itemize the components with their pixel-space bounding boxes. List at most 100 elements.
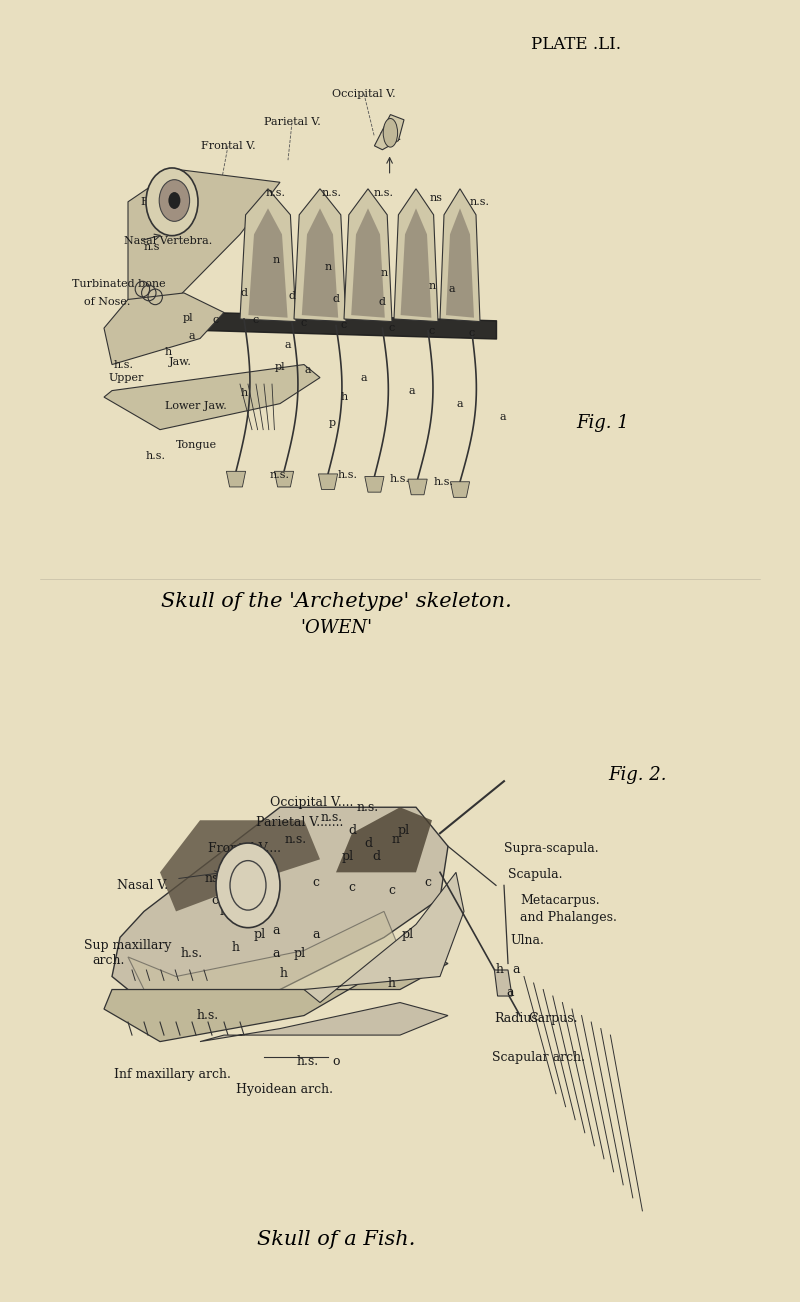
- Polygon shape: [160, 820, 320, 911]
- Text: pl: pl: [402, 928, 414, 941]
- Text: Scapular arch.: Scapular arch.: [492, 1051, 585, 1064]
- Text: p: p: [329, 418, 335, 428]
- Text: a: a: [499, 411, 506, 422]
- Text: Supra-scapula.: Supra-scapula.: [504, 842, 598, 855]
- Text: Tongue: Tongue: [175, 440, 217, 450]
- Polygon shape: [446, 208, 474, 318]
- Text: Parietal V.......: Parietal V.......: [256, 816, 344, 829]
- Text: n.s.: n.s.: [270, 470, 290, 480]
- Text: pl: pl: [294, 947, 306, 960]
- Text: Jaw.: Jaw.: [169, 357, 191, 367]
- Polygon shape: [351, 208, 385, 318]
- Text: a: a: [409, 385, 415, 396]
- Text: Parietal V.: Parietal V.: [264, 117, 320, 128]
- Polygon shape: [200, 1003, 448, 1042]
- Text: n.s.: n.s.: [322, 187, 342, 198]
- Text: Carpus.: Carpus.: [528, 1012, 578, 1025]
- Text: d: d: [364, 837, 372, 850]
- Text: a: a: [361, 372, 367, 383]
- Polygon shape: [304, 872, 464, 1003]
- Text: c: c: [313, 876, 319, 889]
- Text: ns: ns: [205, 872, 219, 885]
- Polygon shape: [401, 208, 431, 318]
- Text: h.s.: h.s.: [390, 474, 410, 484]
- Text: n.s: n.s: [144, 242, 160, 253]
- Polygon shape: [394, 189, 438, 322]
- Text: d: d: [289, 290, 295, 301]
- Text: Lower Jaw.: Lower Jaw.: [165, 401, 227, 411]
- Text: c: c: [253, 315, 259, 326]
- Text: c: c: [213, 315, 219, 326]
- Text: d: d: [372, 850, 380, 863]
- Polygon shape: [104, 365, 320, 430]
- Polygon shape: [128, 169, 280, 319]
- Text: n.s.: n.s.: [321, 811, 343, 824]
- Text: Hyoidean arch.: Hyoidean arch.: [235, 1083, 333, 1096]
- Polygon shape: [365, 477, 384, 492]
- Polygon shape: [248, 208, 288, 318]
- Polygon shape: [336, 807, 432, 872]
- Text: a: a: [312, 928, 320, 941]
- Text: h: h: [340, 392, 348, 402]
- Text: c: c: [469, 328, 475, 339]
- Text: n.s.: n.s.: [357, 801, 379, 814]
- Text: o: o: [332, 1055, 340, 1068]
- Text: h.s.: h.s.: [434, 477, 454, 487]
- Text: pl: pl: [182, 312, 194, 323]
- Text: Scapula.: Scapula.: [508, 868, 562, 881]
- Text: c: c: [341, 320, 347, 331]
- Text: d: d: [241, 288, 247, 298]
- Text: PLATE .LI.: PLATE .LI.: [531, 36, 621, 53]
- Text: pl: pl: [274, 362, 286, 372]
- Text: c: c: [425, 876, 431, 889]
- Text: a: a: [512, 963, 520, 976]
- Text: n: n: [272, 255, 280, 266]
- Polygon shape: [294, 189, 346, 322]
- Text: a: a: [189, 331, 195, 341]
- Text: n: n: [392, 833, 400, 846]
- Text: n: n: [324, 262, 332, 272]
- Text: h: h: [164, 346, 172, 357]
- Polygon shape: [104, 293, 224, 365]
- Polygon shape: [112, 807, 448, 1016]
- Polygon shape: [240, 189, 296, 322]
- Text: of Nose.: of Nose.: [84, 297, 130, 307]
- Text: Nasal V.: Nasal V.: [117, 879, 168, 892]
- Polygon shape: [450, 482, 470, 497]
- Ellipse shape: [159, 180, 190, 221]
- Text: h.s.: h.s.: [197, 1009, 219, 1022]
- Text: h.s.: h.s.: [181, 947, 203, 960]
- Text: n.s.: n.s.: [266, 187, 286, 198]
- Text: n: n: [380, 268, 388, 279]
- Text: arch.: arch.: [92, 954, 124, 967]
- Text: a: a: [305, 365, 311, 375]
- Text: Fig. 2.: Fig. 2.: [608, 766, 666, 784]
- Text: Inf maxillary arch.: Inf maxillary arch.: [114, 1068, 230, 1081]
- Text: h: h: [280, 967, 288, 980]
- Text: c: c: [389, 884, 395, 897]
- Text: h: h: [240, 388, 248, 398]
- Polygon shape: [344, 189, 392, 322]
- Text: pl: pl: [254, 928, 266, 941]
- Text: Radius.: Radius.: [494, 1012, 542, 1025]
- Text: c: c: [349, 881, 355, 894]
- Text: n.s.: n.s.: [285, 833, 307, 846]
- Text: c: c: [211, 894, 218, 907]
- Polygon shape: [440, 189, 480, 322]
- Polygon shape: [374, 115, 404, 150]
- Text: h: h: [388, 976, 396, 990]
- Text: n.s.: n.s.: [374, 187, 394, 198]
- Text: c: c: [301, 318, 307, 328]
- Text: a: a: [457, 398, 463, 409]
- Text: h: h: [496, 963, 504, 976]
- Text: Nasal Vertebra.: Nasal Vertebra.: [124, 236, 212, 246]
- Text: Turbinated bone: Turbinated bone: [72, 279, 166, 289]
- Text: Occipital V.: Occipital V.: [332, 89, 396, 99]
- Text: Upper: Upper: [109, 372, 144, 383]
- Text: Sup maxillary: Sup maxillary: [84, 939, 171, 952]
- Text: a: a: [272, 924, 280, 937]
- Polygon shape: [226, 471, 246, 487]
- Text: Ulna.: Ulna.: [510, 934, 544, 947]
- Text: Frontal V.: Frontal V.: [201, 141, 255, 151]
- Text: Skull of the 'Archetype' skeleton.: Skull of the 'Archetype' skeleton.: [161, 592, 511, 611]
